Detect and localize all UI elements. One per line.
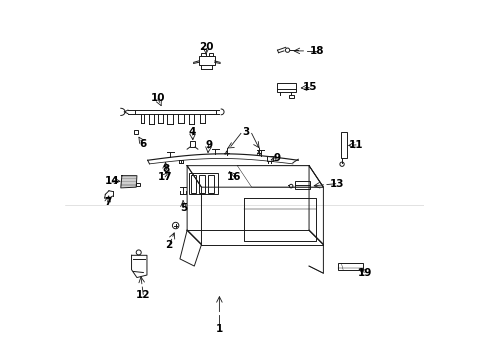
Bar bbox=[208, 53, 212, 56]
Text: 4: 4 bbox=[188, 127, 196, 136]
Bar bbox=[190, 141, 195, 147]
Text: 11: 11 bbox=[348, 140, 363, 150]
Bar bbox=[276, 83, 296, 92]
Bar bbox=[266, 156, 273, 161]
Text: 10: 10 bbox=[150, 93, 164, 103]
Text: 17: 17 bbox=[157, 172, 172, 182]
Bar bbox=[338, 263, 362, 270]
Text: 5: 5 bbox=[180, 203, 187, 213]
Text: 19: 19 bbox=[357, 267, 371, 278]
Text: 18: 18 bbox=[309, 46, 324, 56]
Bar bbox=[340, 132, 346, 158]
Text: 2: 2 bbox=[165, 240, 172, 250]
Text: 8: 8 bbox=[162, 164, 169, 174]
Bar bbox=[289, 95, 293, 98]
Bar bbox=[188, 173, 217, 194]
Text: 16: 16 bbox=[227, 172, 241, 182]
Text: 13: 13 bbox=[329, 179, 344, 189]
Bar bbox=[199, 175, 204, 193]
Text: 1: 1 bbox=[215, 324, 223, 334]
Text: 14: 14 bbox=[105, 176, 120, 186]
Text: 20: 20 bbox=[199, 42, 213, 52]
Bar bbox=[134, 130, 138, 134]
Text: 7: 7 bbox=[103, 197, 111, 207]
Bar bbox=[201, 53, 205, 56]
Bar bbox=[294, 181, 309, 189]
Bar bbox=[190, 175, 196, 193]
Bar bbox=[136, 183, 140, 186]
Text: 6: 6 bbox=[140, 139, 147, 149]
Text: 15: 15 bbox=[302, 82, 316, 93]
Bar bbox=[198, 56, 214, 65]
Text: 3: 3 bbox=[242, 127, 249, 136]
Bar bbox=[207, 175, 213, 193]
Text: 12: 12 bbox=[136, 291, 150, 301]
Text: 9: 9 bbox=[273, 153, 281, 163]
Text: 9: 9 bbox=[204, 140, 212, 150]
